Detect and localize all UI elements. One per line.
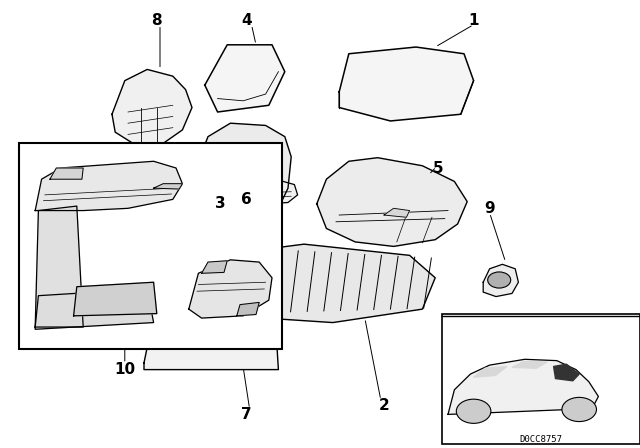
Polygon shape xyxy=(112,69,192,144)
Polygon shape xyxy=(256,180,298,204)
Polygon shape xyxy=(144,316,278,370)
Polygon shape xyxy=(35,161,182,211)
Text: 10: 10 xyxy=(114,362,136,377)
Polygon shape xyxy=(474,366,507,377)
Bar xyxy=(442,314,640,444)
Text: 5: 5 xyxy=(433,160,444,176)
Polygon shape xyxy=(208,244,435,323)
Circle shape xyxy=(456,399,491,423)
Text: 9: 9 xyxy=(210,166,219,179)
Polygon shape xyxy=(512,362,547,368)
Polygon shape xyxy=(189,260,272,318)
Circle shape xyxy=(562,397,596,422)
Polygon shape xyxy=(483,264,518,297)
Text: 6: 6 xyxy=(241,192,252,207)
Circle shape xyxy=(238,185,261,201)
Polygon shape xyxy=(339,47,474,121)
Circle shape xyxy=(198,161,230,184)
Polygon shape xyxy=(154,184,182,189)
Polygon shape xyxy=(74,282,157,316)
Text: D0CC8757: D0CC8757 xyxy=(519,435,563,444)
Polygon shape xyxy=(35,206,83,327)
Text: 3: 3 xyxy=(216,196,226,211)
Text: 4: 4 xyxy=(241,13,252,28)
Text: 8: 8 xyxy=(152,13,162,28)
Text: 9: 9 xyxy=(484,201,495,216)
Polygon shape xyxy=(448,359,598,414)
Text: 7: 7 xyxy=(241,407,252,422)
Polygon shape xyxy=(237,302,259,316)
Polygon shape xyxy=(202,261,227,273)
Polygon shape xyxy=(205,45,285,112)
Polygon shape xyxy=(317,158,467,246)
Polygon shape xyxy=(554,364,579,381)
Polygon shape xyxy=(384,208,410,217)
Text: 1: 1 xyxy=(468,13,479,28)
Polygon shape xyxy=(35,289,154,329)
Polygon shape xyxy=(192,123,291,228)
Polygon shape xyxy=(50,168,83,179)
Circle shape xyxy=(488,272,511,288)
Bar xyxy=(19,143,282,349)
Text: 2: 2 xyxy=(379,398,389,413)
